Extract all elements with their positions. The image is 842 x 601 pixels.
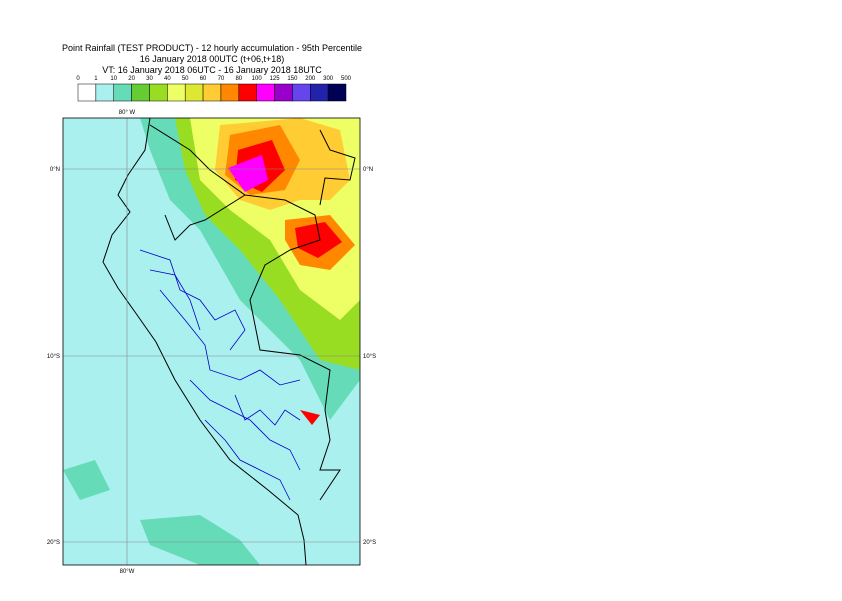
- lat-label: 20°S: [47, 540, 60, 546]
- colorbar-label: 200: [305, 76, 316, 82]
- colorbar-cell: [95, 83, 114, 102]
- colorbar-label: 500: [341, 76, 352, 82]
- map-frame: [62, 117, 361, 566]
- colorbar-label: 0: [76, 76, 80, 82]
- base-time: 16 January 2018 00UTC (t+06,t+18): [140, 54, 285, 64]
- lat-label: 0°N: [50, 167, 60, 173]
- lat-labels: 0°N 0°N 10°S 10°S 20°S 20°S: [47, 167, 376, 546]
- colorbar-cell: [292, 83, 311, 102]
- colorbar-cell: [238, 83, 257, 102]
- colorbar-cell: [149, 83, 168, 102]
- colorbar-label: 125: [270, 76, 281, 82]
- colorbar-cell: [184, 83, 204, 102]
- colorbar-cell: [167, 83, 186, 102]
- lat-label: 0°N: [363, 167, 373, 173]
- map: [63, 118, 360, 565]
- colorbar-label: 40: [164, 76, 171, 82]
- colorbar-cell: [77, 83, 97, 102]
- colorbar-label: 30: [146, 76, 153, 82]
- colorbar-label: 20: [128, 76, 135, 82]
- colorbar-cell: [274, 83, 293, 102]
- colorbar-cell: [202, 83, 222, 102]
- title: Point Rainfall (TEST PRODUCT) - 12 hourl…: [62, 43, 362, 53]
- colorbar-label: 50: [182, 76, 189, 82]
- colorbar-cell: [256, 83, 275, 102]
- colorbar-label: 300: [323, 76, 334, 82]
- colorbar-label: 60: [200, 76, 207, 82]
- colorbar-cell: [327, 83, 347, 102]
- lat-label: 10°S: [47, 354, 60, 360]
- colorbar-cell: [310, 83, 329, 102]
- lat-label: 20°S: [363, 540, 376, 546]
- colorbar-label: 100: [252, 76, 263, 82]
- colorbar-cell: [113, 83, 132, 102]
- lon-label: 80° W: [119, 110, 136, 116]
- lon-label: 80°W: [120, 569, 135, 575]
- colorbar-label: 150: [287, 76, 298, 82]
- colorbar-label: 80: [235, 76, 242, 82]
- colorbar-cell: [131, 83, 150, 102]
- valid-time: VT: 16 January 2018 06UTC - 16 January 2…: [102, 65, 322, 75]
- colorbar-label: 1: [94, 76, 98, 82]
- colorbar: 0 1 10 20 30 40 50 60 70 80 100 125 150 200 300 500: [76, 76, 352, 102]
- colorbar-label: 10: [110, 76, 117, 82]
- lat-label: 10°S: [363, 354, 376, 360]
- colorbar-cell: [220, 83, 240, 102]
- colorbar-label: 70: [218, 76, 225, 82]
